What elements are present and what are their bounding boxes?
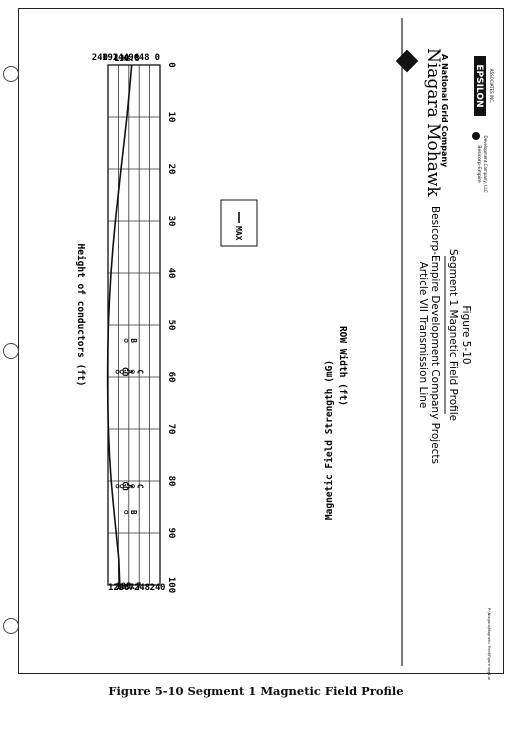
end-label-value: 185.7 (116, 582, 142, 592)
figure-number: Figure 5-10 (460, 305, 472, 364)
project-line-1: Besicorp-Empire Development Company Proj… (429, 206, 441, 464)
drawing-sheet (18, 8, 504, 674)
left-y-tick-label: 0 (155, 53, 160, 63)
conductor-label: B (129, 338, 138, 343)
figure-caption: Figure 5-10 Segment 1 Magnetic Field Pro… (108, 684, 404, 698)
conductor-marker (130, 369, 135, 374)
end-label-unit: mG (122, 55, 130, 63)
conductor-marker (115, 484, 120, 489)
left-y-tick-label: 96 (128, 53, 139, 63)
file-reference: P:\Niagara\Magnetic Field\Figure seg1.ai (487, 608, 491, 680)
epsilon-logo-box (474, 56, 486, 116)
conductor-label: A (125, 370, 134, 375)
right-y-tick-label: 120 (108, 583, 124, 593)
figure-title: Segment 1 Magnetic Field Profile (447, 249, 459, 421)
end-label-unit: mG (125, 583, 133, 591)
x-tick-label: 10 (166, 112, 176, 123)
x-tick-label: 90 (166, 528, 176, 539)
x-tick-label: 0 (166, 62, 176, 67)
conductor-marker (124, 338, 129, 343)
plot-area: 0102030405060708090100048961441922400244… (92, 53, 176, 593)
right-y-tick-label: 96 (118, 583, 129, 593)
conductor-marker (115, 369, 120, 374)
binder-hole (3, 66, 19, 82)
x-tick-label: 30 (166, 216, 176, 227)
conductor-label: C (136, 484, 145, 489)
x-tick-label: 20 (166, 164, 176, 175)
besicorp-logo: Besicorp–Empire (476, 145, 482, 183)
right-y-tick-label: 24 (150, 583, 161, 593)
left-y-tick-label: 48 (139, 53, 150, 63)
conductor-label: GO (121, 367, 130, 377)
end-label-value: 130.8 (114, 54, 140, 64)
x-axis-title: ROW Width (ft) (337, 326, 348, 406)
right-y-tick-label: 0 (160, 583, 165, 593)
left-y-tick-label: 240 (92, 53, 108, 63)
x-tick-label: 80 (166, 476, 176, 487)
epsilon-logo: EPSILON (474, 64, 484, 107)
conductor-marker (130, 484, 135, 489)
binder-hole (3, 343, 19, 359)
x-tick-label: 60 (166, 372, 176, 383)
conductor-marker (119, 369, 124, 374)
x-tick-label: 100 (166, 577, 176, 593)
x-tick-label: 40 (166, 268, 176, 279)
epsilon-logo-sub: ASSOCIATES INC. (489, 69, 494, 103)
right-y-tick-label: 72 (129, 583, 140, 593)
conductor-marker (119, 484, 124, 489)
legend-label: MAX (234, 226, 243, 241)
besicorp-logo-mark (472, 132, 480, 140)
national-grid-diamond-logo (395, 49, 419, 73)
conductor-marker (124, 510, 129, 515)
binder-hole (3, 618, 19, 634)
company-name: Niagara Mohawk (423, 48, 443, 197)
project-line-2: Article VII Transmission Line (417, 262, 429, 409)
left-y-tick-label: 144 (113, 53, 130, 63)
conductor-label: B (129, 510, 138, 515)
x-tick-label: 70 (166, 424, 176, 435)
title-block: Figure 5-10 Segment 1 Magnetic Field Pro… (395, 48, 494, 680)
right-y-tick-label: 48 (139, 583, 150, 593)
x-tick-label: 50 (166, 320, 176, 331)
right-axis-title: Height of conductors (ft) (75, 244, 86, 387)
conductor-label: A (125, 484, 134, 489)
besicorp-logo-sub: Development Company, LLC (483, 135, 488, 192)
legend: MAX (220, 199, 258, 247)
conductor-label: C (136, 370, 145, 375)
company-subtitle: A National Grid Company (440, 54, 449, 168)
series-line-max (106, 64, 133, 586)
conductor-label: GO (121, 482, 130, 492)
left-y-tick-label: 192 (102, 53, 118, 63)
left-axis-title: Magnetic Field Strength (mG) (324, 360, 335, 520)
